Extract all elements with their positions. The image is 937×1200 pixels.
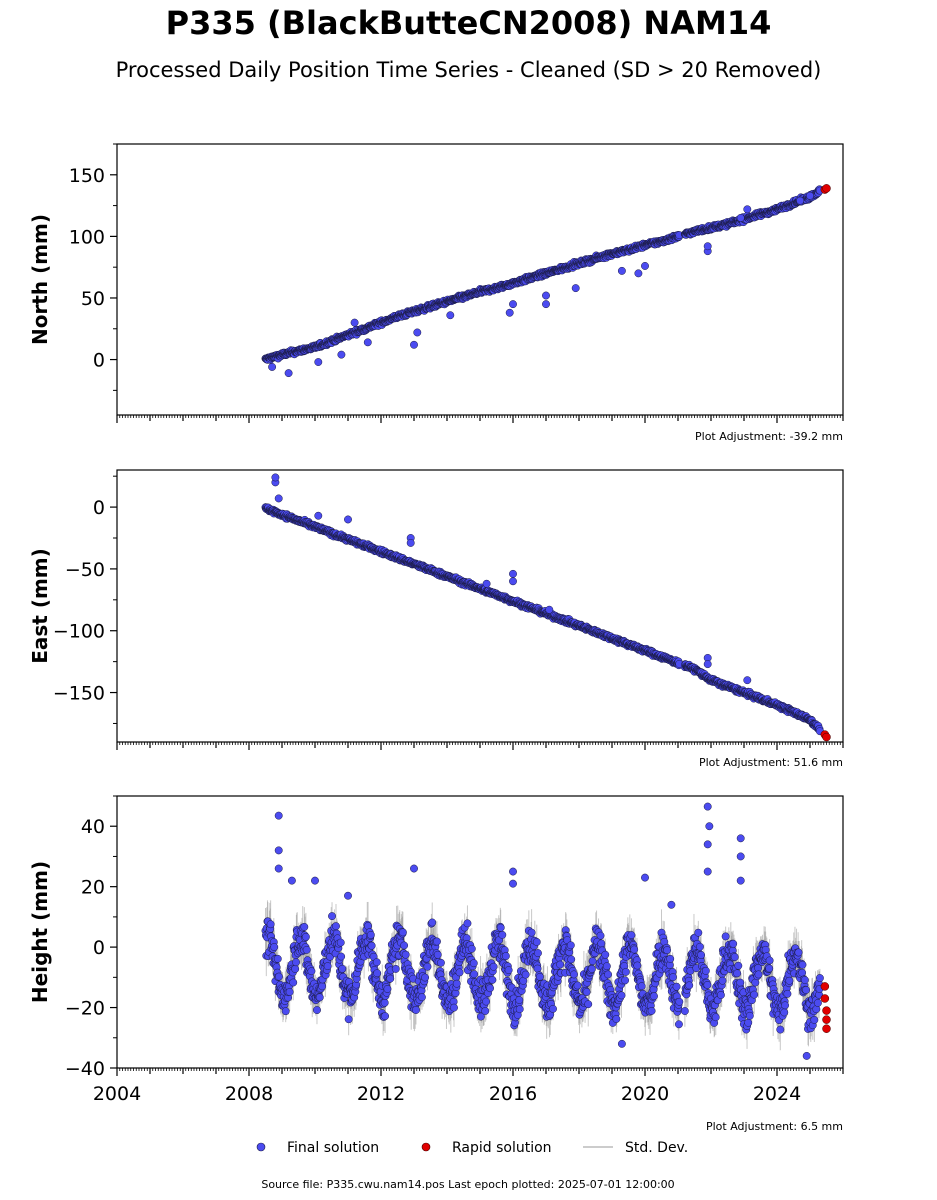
page-subtitle: Processed Daily Position Time Series - C… (115, 58, 822, 82)
final-outlier-point (268, 363, 277, 371)
y-axis-label: North (mm) (28, 214, 52, 345)
final-outlier-point (542, 300, 550, 309)
final-outlier-point (505, 308, 514, 317)
final-outlier-point (617, 266, 626, 275)
final-outlier-point (350, 318, 359, 327)
final-outlier-point (641, 262, 649, 270)
final-outlier-point (542, 291, 550, 300)
final-outlier-point (509, 300, 517, 309)
plot-adjustment-note: Plot Adjustment: -39.2 mm (695, 430, 843, 443)
final-solution-points (261, 185, 824, 378)
final-outlier-point (314, 358, 323, 366)
x-axis (116, 415, 844, 423)
rapid-solution-points (820, 184, 831, 194)
y-tick-label: 150 (69, 165, 105, 187)
panel-1-frame (116, 143, 844, 416)
final-outlier-point (703, 242, 712, 251)
final-outlier-point (736, 213, 745, 222)
final-outlier-point (446, 311, 455, 320)
chart-panels: 0 50 100 150 North (mm) Plot Adjustment: -39.… (28, 143, 844, 1133)
y-tick-label: 100 (69, 226, 105, 248)
final-outlier-point (634, 269, 643, 278)
final-outlier-point (571, 284, 580, 293)
rapid-point (822, 184, 831, 193)
final-outlier-point (284, 369, 293, 378)
final-outlier-point (410, 340, 418, 349)
y-axis: 0 50 100 150 (69, 143, 117, 391)
panel-1: 0 50 100 150 North (mm) Plot Adjustment: -39.… (28, 143, 844, 443)
final-outlier-point (796, 196, 805, 205)
final-solution-points (261, 473, 824, 736)
final-outlier-point (363, 338, 372, 347)
y-tick-label: 50 (81, 288, 105, 310)
final-outlier-point (806, 191, 814, 200)
page-title: P335 (BlackButteCN2008) NAM14 (165, 4, 772, 42)
final-outlier-point (337, 350, 346, 359)
final-outlier-point (413, 328, 422, 337)
y-tick-label: 0 (93, 350, 105, 372)
final-outlier-point (743, 205, 752, 214)
panel-2-data (261, 473, 831, 742)
panel-1-data (261, 184, 831, 378)
